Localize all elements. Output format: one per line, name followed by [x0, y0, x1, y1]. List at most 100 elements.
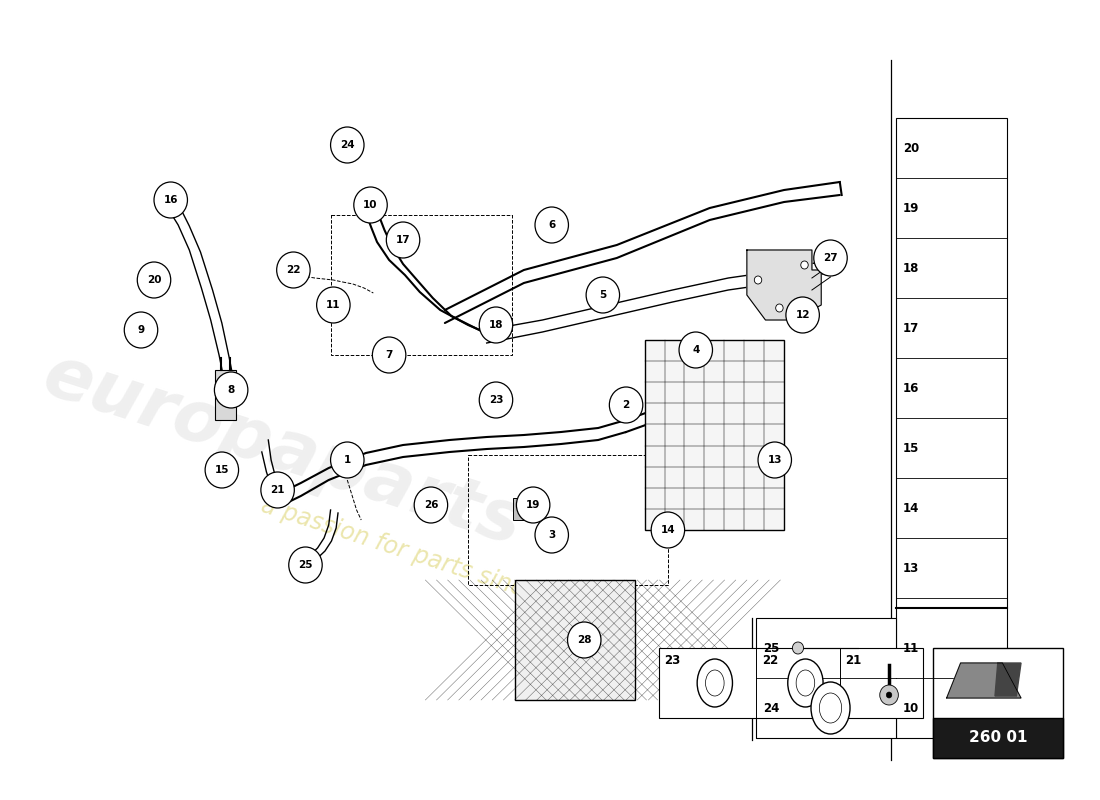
Circle shape	[205, 452, 239, 488]
Circle shape	[480, 382, 513, 418]
Text: 26: 26	[424, 500, 438, 510]
Text: 11: 11	[326, 300, 341, 310]
Circle shape	[568, 622, 601, 658]
Text: 8: 8	[228, 385, 234, 395]
Ellipse shape	[705, 670, 724, 696]
Text: 3: 3	[548, 530, 556, 540]
Text: 21: 21	[271, 485, 285, 495]
Circle shape	[880, 685, 899, 705]
Circle shape	[535, 207, 569, 243]
Text: 15: 15	[903, 442, 920, 454]
Circle shape	[758, 442, 792, 478]
Bar	[659, 648, 923, 718]
Circle shape	[261, 472, 295, 508]
Circle shape	[317, 287, 350, 323]
Text: 17: 17	[396, 235, 410, 245]
Circle shape	[214, 372, 248, 408]
Ellipse shape	[820, 693, 842, 723]
Circle shape	[679, 332, 713, 368]
Bar	[933, 718, 1063, 758]
Text: 4: 4	[692, 345, 700, 355]
Text: 22: 22	[286, 265, 300, 275]
Text: 19: 19	[903, 202, 920, 214]
Polygon shape	[996, 663, 1021, 696]
Text: 16: 16	[164, 195, 178, 205]
Text: 24: 24	[340, 140, 354, 150]
Text: 11: 11	[903, 642, 920, 654]
Text: europaparts: europaparts	[34, 340, 530, 560]
Circle shape	[755, 276, 761, 284]
Text: 18: 18	[488, 320, 503, 330]
Ellipse shape	[811, 682, 850, 734]
Circle shape	[785, 297, 820, 333]
Text: 25: 25	[763, 642, 780, 654]
Text: 20: 20	[146, 275, 162, 285]
Circle shape	[154, 182, 187, 218]
Text: 15: 15	[214, 465, 229, 475]
Circle shape	[516, 487, 550, 523]
Text: 20: 20	[903, 142, 920, 154]
Circle shape	[887, 692, 892, 698]
Circle shape	[288, 547, 322, 583]
Circle shape	[609, 387, 642, 423]
Ellipse shape	[697, 659, 733, 707]
Text: 2: 2	[623, 400, 629, 410]
Circle shape	[386, 222, 420, 258]
Text: 17: 17	[903, 322, 920, 334]
Bar	[515, 580, 636, 700]
Circle shape	[792, 642, 804, 654]
Circle shape	[331, 442, 364, 478]
Circle shape	[801, 261, 808, 269]
Text: 13: 13	[903, 562, 920, 574]
Circle shape	[373, 337, 406, 373]
Text: 260 01: 260 01	[968, 730, 1027, 746]
Bar	[933, 648, 1063, 758]
Text: 10: 10	[363, 200, 377, 210]
Circle shape	[535, 517, 569, 553]
Circle shape	[814, 240, 847, 276]
Circle shape	[331, 127, 364, 163]
Text: 9: 9	[138, 325, 144, 335]
Text: 18: 18	[903, 262, 920, 274]
Text: 13: 13	[768, 455, 782, 465]
Text: 25: 25	[298, 560, 312, 570]
Text: 6: 6	[548, 220, 556, 230]
Bar	[895, 118, 1008, 738]
Text: 21: 21	[846, 654, 861, 666]
Circle shape	[277, 252, 310, 288]
Text: 5: 5	[600, 290, 606, 300]
Text: 27: 27	[823, 253, 838, 263]
Bar	[469, 455, 668, 585]
Text: 23: 23	[488, 395, 503, 405]
Text: 19: 19	[526, 500, 540, 510]
Text: 22: 22	[761, 654, 778, 666]
Circle shape	[776, 304, 783, 312]
Bar	[645, 340, 784, 530]
Text: 10: 10	[903, 702, 920, 714]
Text: 14: 14	[661, 525, 675, 535]
Circle shape	[480, 307, 513, 343]
Text: 16: 16	[903, 382, 920, 394]
Circle shape	[415, 487, 448, 523]
Text: 23: 23	[664, 654, 681, 666]
Polygon shape	[947, 663, 1021, 698]
Ellipse shape	[788, 659, 823, 707]
Text: 14: 14	[903, 502, 920, 514]
Circle shape	[651, 512, 684, 548]
Circle shape	[124, 312, 157, 348]
Ellipse shape	[796, 670, 815, 696]
Text: 12: 12	[795, 310, 810, 320]
Text: 7: 7	[385, 350, 393, 360]
Bar	[420, 490, 432, 510]
Bar	[513, 498, 526, 520]
Polygon shape	[747, 250, 822, 320]
Circle shape	[586, 277, 619, 313]
Text: 1: 1	[343, 455, 351, 465]
Text: 24: 24	[763, 702, 780, 714]
Circle shape	[138, 262, 170, 298]
Bar	[216, 370, 235, 420]
Bar	[362, 200, 377, 220]
Bar	[756, 618, 895, 738]
Text: a passion for parts since 1985: a passion for parts since 1985	[257, 494, 604, 626]
Text: 28: 28	[578, 635, 592, 645]
